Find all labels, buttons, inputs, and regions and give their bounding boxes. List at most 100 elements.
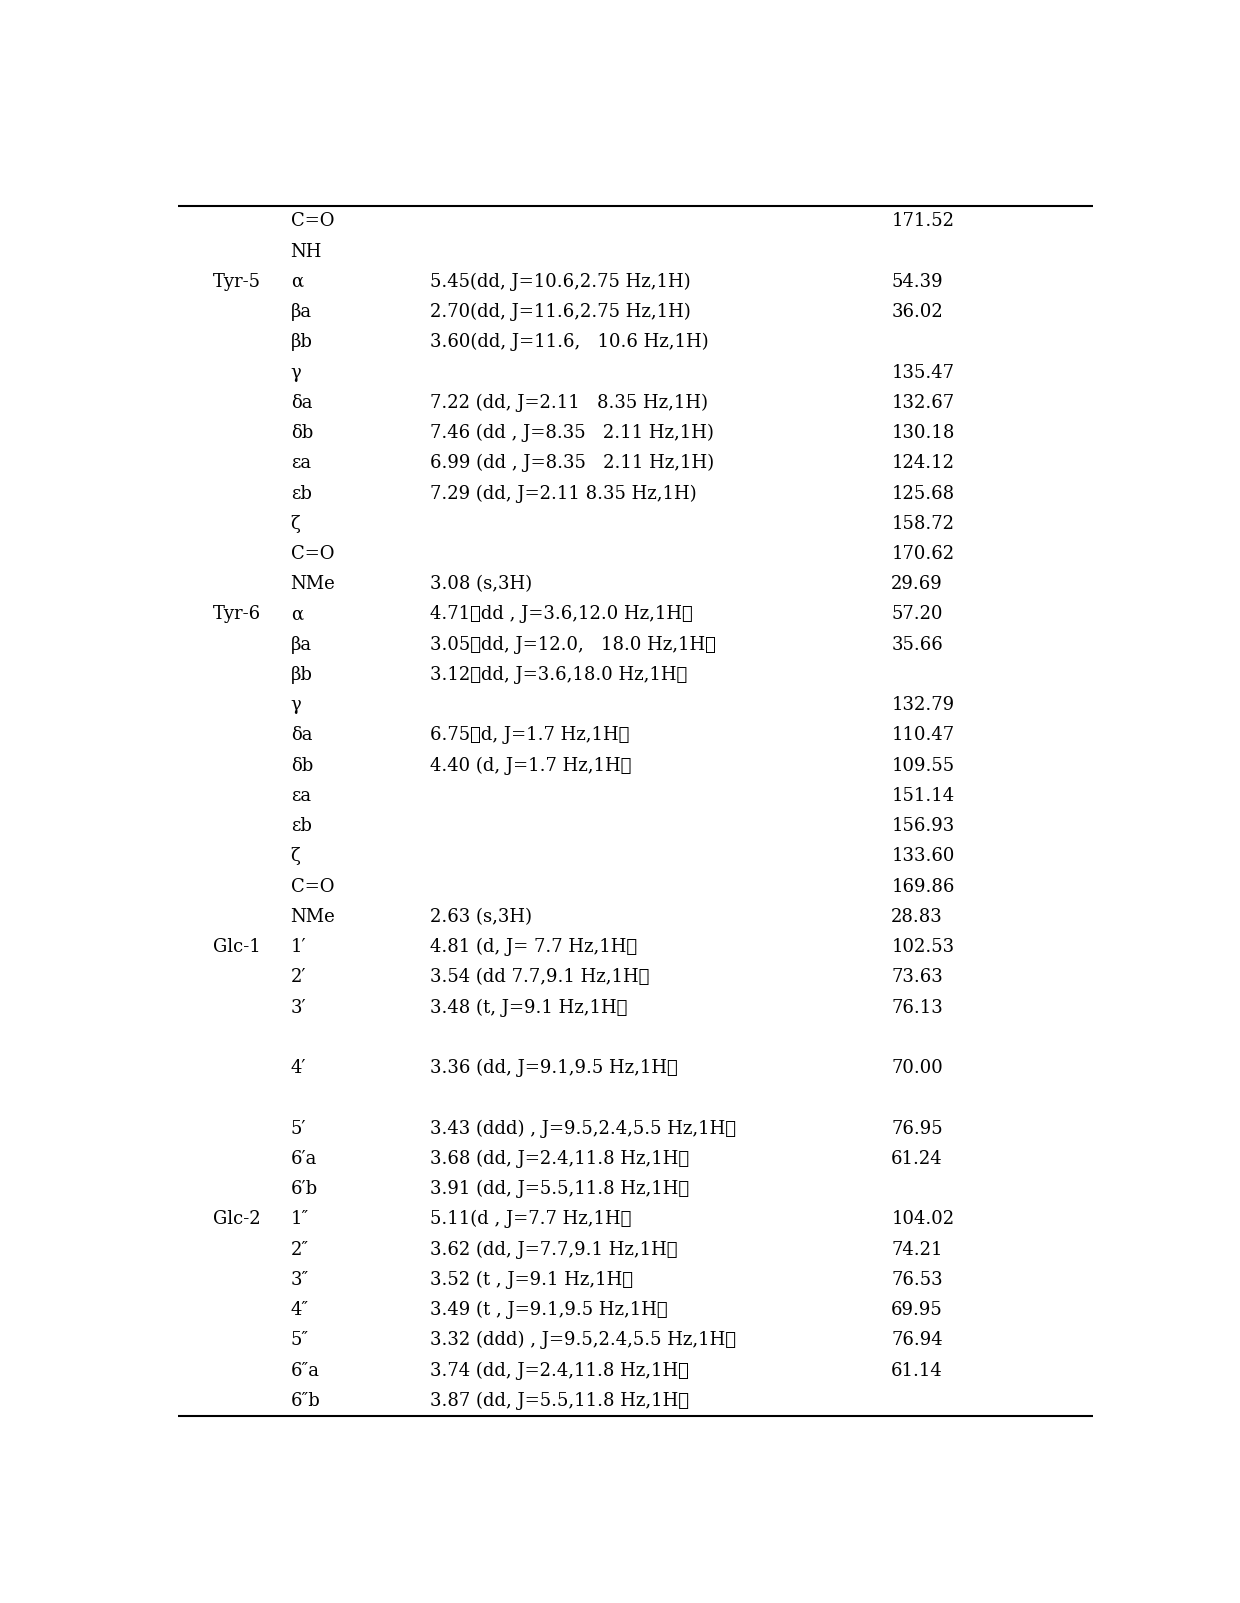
Text: εb: εb [290,484,311,502]
Text: 6″b: 6″b [290,1391,320,1409]
Text: 29.69: 29.69 [892,575,942,593]
Text: 3.43 (ddd) , J=9.5,2.4,5.5 Hz,1H）: 3.43 (ddd) , J=9.5,2.4,5.5 Hz,1H） [430,1119,737,1138]
Text: 3.49 (t , J=9.1,9.5 Hz,1H）: 3.49 (t , J=9.1,9.5 Hz,1H） [430,1302,668,1319]
Text: 70.00: 70.00 [892,1060,942,1077]
Text: 4″: 4″ [290,1302,309,1319]
Text: 104.02: 104.02 [892,1210,955,1228]
Text: βa: βa [290,303,311,321]
Text: 156.93: 156.93 [892,818,955,835]
Text: 4′: 4′ [290,1060,306,1077]
Text: 36.02: 36.02 [892,303,942,321]
Text: NH: NH [290,242,322,261]
Text: 3.12（dd, J=3.6,18.0 Hz,1H）: 3.12（dd, J=3.6,18.0 Hz,1H） [430,665,687,684]
Text: 2″: 2″ [290,1241,309,1258]
Text: 3.54 (dd 7.7,9.1 Hz,1H）: 3.54 (dd 7.7,9.1 Hz,1H） [430,968,650,986]
Text: 57.20: 57.20 [892,606,942,624]
Text: 5′: 5′ [290,1119,306,1138]
Text: 135.47: 135.47 [892,364,955,382]
Text: 1′: 1′ [290,938,306,955]
Text: 3.36 (dd, J=9.1,9.5 Hz,1H）: 3.36 (dd, J=9.1,9.5 Hz,1H） [430,1060,678,1077]
Text: 4.71（dd , J=3.6,12.0 Hz,1H）: 4.71（dd , J=3.6,12.0 Hz,1H） [430,606,693,624]
Text: C=O: C=O [290,212,334,231]
Text: δa: δa [290,394,312,412]
Text: 3.52 (t , J=9.1 Hz,1H）: 3.52 (t , J=9.1 Hz,1H） [430,1271,634,1289]
Text: 3.48 (t, J=9.1 Hz,1H）: 3.48 (t, J=9.1 Hz,1H） [430,999,627,1016]
Text: 61.24: 61.24 [892,1149,942,1169]
Text: 171.52: 171.52 [892,212,955,231]
Text: 7.22 (dd, J=2.11   8.35 Hz,1H): 7.22 (dd, J=2.11 8.35 Hz,1H) [430,394,708,412]
Text: δa: δa [290,726,312,744]
Text: Tyr-6: Tyr-6 [213,606,262,624]
Text: 3.08 (s,3H): 3.08 (s,3H) [430,575,532,593]
Text: 7.46 (dd , J=8.35   2.11 Hz,1H): 7.46 (dd , J=8.35 2.11 Hz,1H) [430,423,714,442]
Text: 133.60: 133.60 [892,848,955,866]
Text: Tyr-5: Tyr-5 [213,273,262,290]
Text: ζ: ζ [290,515,300,532]
Text: NMe: NMe [290,575,335,593]
Text: εa: εa [290,454,311,473]
Text: 3.68 (dd, J=2.4,11.8 Hz,1H）: 3.68 (dd, J=2.4,11.8 Hz,1H） [430,1149,689,1169]
Text: ζ: ζ [290,848,300,866]
Text: C=O: C=O [290,878,334,896]
Text: δb: δb [290,757,312,774]
Text: 130.18: 130.18 [892,425,955,442]
Text: NMe: NMe [290,907,335,927]
Text: βb: βb [290,665,312,684]
Text: 132.67: 132.67 [892,394,955,412]
Text: 74.21: 74.21 [892,1241,942,1258]
Text: 7.29 (dd, J=2.11 8.35 Hz,1H): 7.29 (dd, J=2.11 8.35 Hz,1H) [430,484,697,503]
Text: 76.13: 76.13 [892,999,942,1016]
Text: 3′: 3′ [290,999,306,1016]
Text: Glc-1: Glc-1 [213,938,260,955]
Text: 61.14: 61.14 [892,1361,942,1380]
Text: α: α [290,606,303,624]
Text: 76.53: 76.53 [892,1271,942,1289]
Text: 124.12: 124.12 [892,454,955,473]
Text: 5.11(d , J=7.7 Hz,1H）: 5.11(d , J=7.7 Hz,1H） [430,1210,631,1228]
Text: 69.95: 69.95 [892,1302,942,1319]
Text: 6.99 (dd , J=8.35   2.11 Hz,1H): 6.99 (dd , J=8.35 2.11 Hz,1H) [430,454,714,473]
Text: 3.87 (dd, J=5.5,11.8 Hz,1H）: 3.87 (dd, J=5.5,11.8 Hz,1H） [430,1391,689,1411]
Text: 4.81 (d, J= 7.7 Hz,1H）: 4.81 (d, J= 7.7 Hz,1H） [430,938,637,957]
Text: 2.70(dd, J=11.6,2.75 Hz,1H): 2.70(dd, J=11.6,2.75 Hz,1H) [430,303,691,321]
Text: 2′: 2′ [290,968,306,986]
Text: 3.74 (dd, J=2.4,11.8 Hz,1H）: 3.74 (dd, J=2.4,11.8 Hz,1H） [430,1361,689,1380]
Text: 3″: 3″ [290,1271,309,1289]
Text: 5″: 5″ [290,1330,309,1350]
Text: γ: γ [290,696,301,715]
Text: 54.39: 54.39 [892,273,942,290]
Text: 3.91 (dd, J=5.5,11.8 Hz,1H）: 3.91 (dd, J=5.5,11.8 Hz,1H） [430,1180,689,1197]
Text: δb: δb [290,425,312,442]
Text: 2.63 (s,3H): 2.63 (s,3H) [430,907,532,927]
Text: 6′b: 6′b [290,1180,317,1197]
Text: 6′a: 6′a [290,1149,317,1169]
Text: 3.32 (ddd) , J=9.5,2.4,5.5 Hz,1H）: 3.32 (ddd) , J=9.5,2.4,5.5 Hz,1H） [430,1330,737,1350]
Text: 151.14: 151.14 [892,787,955,805]
Text: 158.72: 158.72 [892,515,955,532]
Text: 3.05（dd, J=12.0,   18.0 Hz,1H）: 3.05（dd, J=12.0, 18.0 Hz,1H） [430,636,715,654]
Text: 169.86: 169.86 [892,878,955,896]
Text: 170.62: 170.62 [892,545,955,563]
Text: 4.40 (d, J=1.7 Hz,1H）: 4.40 (d, J=1.7 Hz,1H） [430,757,631,774]
Text: βb: βb [290,333,312,351]
Text: 6″a: 6″a [290,1361,320,1380]
Text: 125.68: 125.68 [892,484,955,502]
Text: 3.60(dd, J=11.6,   10.6 Hz,1H): 3.60(dd, J=11.6, 10.6 Hz,1H) [430,333,709,351]
Text: 76.94: 76.94 [892,1330,942,1350]
Text: εb: εb [290,818,311,835]
Text: 1″: 1″ [290,1210,309,1228]
Text: 73.63: 73.63 [892,968,942,986]
Text: βa: βa [290,636,311,654]
Text: 109.55: 109.55 [892,757,955,774]
Text: 5.45(dd, J=10.6,2.75 Hz,1H): 5.45(dd, J=10.6,2.75 Hz,1H) [430,273,691,292]
Text: 35.66: 35.66 [892,636,942,654]
Text: γ: γ [290,364,301,382]
Text: 132.79: 132.79 [892,696,955,715]
Text: 6.75（d, J=1.7 Hz,1H）: 6.75（d, J=1.7 Hz,1H） [430,726,630,744]
Text: 110.47: 110.47 [892,726,955,744]
Text: Glc-2: Glc-2 [213,1210,260,1228]
Text: 76.95: 76.95 [892,1119,942,1138]
Text: εa: εa [290,787,311,805]
Text: α: α [290,273,303,290]
Text: C=O: C=O [290,545,334,563]
